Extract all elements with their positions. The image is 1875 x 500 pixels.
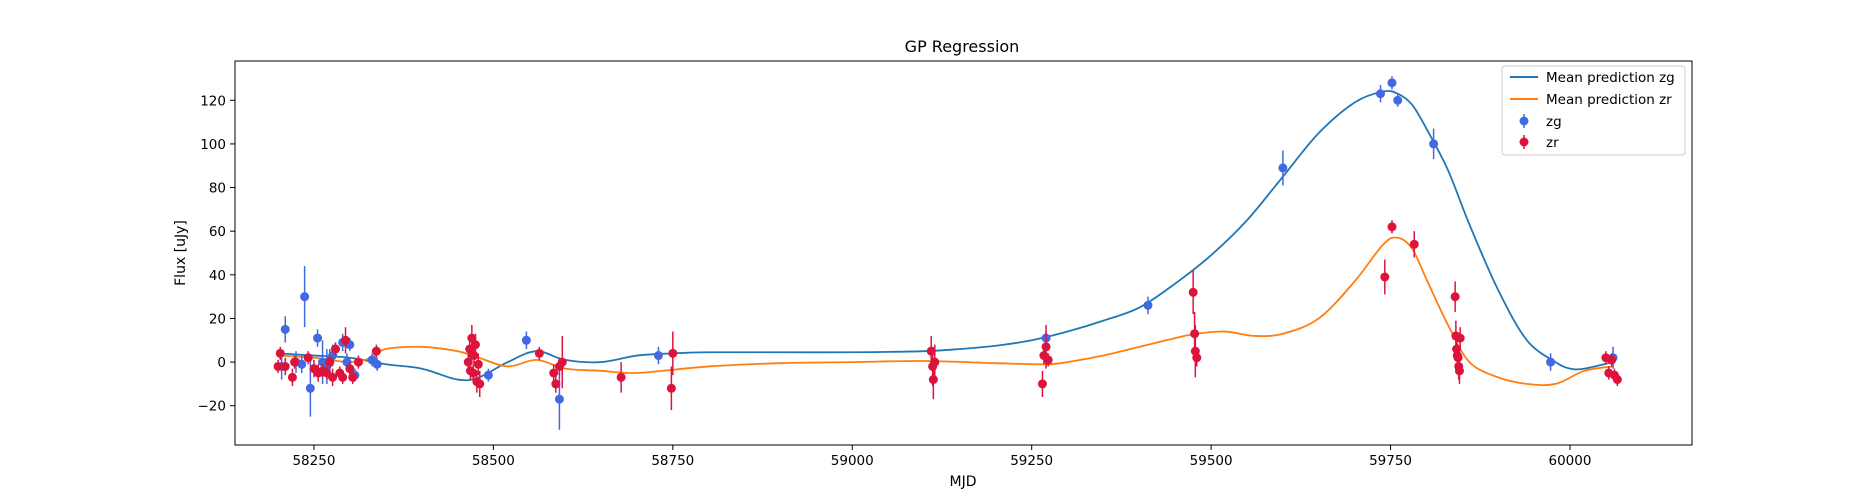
x-tick-label: 59750: [1369, 453, 1412, 469]
data-point-zg: [653, 351, 663, 361]
data-point-zr: [1043, 355, 1053, 365]
data-point-zr: [557, 357, 567, 367]
data-point-zg: [521, 335, 531, 345]
data-point-zg: [1393, 95, 1403, 105]
legend-frame: [1501, 65, 1686, 156]
x-tick-label: 59250: [1010, 453, 1053, 469]
x-tick-label: 58750: [651, 453, 694, 469]
data-point-zr: [338, 372, 348, 382]
x-tick-label: 58250: [292, 453, 335, 469]
data-point-zr: [469, 351, 479, 361]
data-point-zr: [1192, 353, 1202, 363]
data-point-zg: [1546, 357, 1556, 367]
y-tick-label: 120: [200, 93, 226, 109]
x-tick-label: 58500: [472, 453, 515, 469]
data-point-zg: [297, 359, 307, 369]
data-point-zr: [1380, 272, 1390, 282]
legend: Mean prediction zg Mean prediction zr zg…: [1501, 65, 1686, 156]
data-point-zr: [341, 335, 351, 345]
data-point-zr: [1387, 222, 1397, 232]
x-tick-label: 59000: [831, 453, 874, 469]
y-tick-label: 0: [217, 355, 226, 371]
data-point-zr: [930, 357, 940, 367]
data-point-zr: [1450, 292, 1460, 302]
data-point-zr: [275, 348, 285, 358]
data-point-zr: [1188, 287, 1198, 297]
legend-label-zr: zr: [1546, 135, 1559, 151]
data-point-zg: [372, 359, 382, 369]
data-point-zr: [273, 361, 283, 371]
y-tick-label: 40: [209, 268, 226, 284]
data-point-zg: [280, 324, 290, 334]
y-axis-label: Flux [uJy]: [173, 220, 189, 286]
data-point-zr: [325, 357, 335, 367]
data-point-zr: [473, 359, 483, 369]
data-point-zg: [554, 394, 564, 404]
y-tick-label: 80: [209, 181, 226, 197]
data-point-zr: [1041, 342, 1051, 352]
data-point-zr: [290, 357, 300, 367]
y-axis: −20 0 20 40 60 80 100 120: [198, 93, 235, 415]
data-point-zg: [313, 333, 323, 343]
data-point-zr: [1612, 375, 1622, 385]
data-point-zr: [616, 372, 626, 382]
legend-label-zr-line: Mean prediction zr: [1546, 92, 1672, 108]
data-point-zr: [330, 344, 340, 354]
data-point-zg: [300, 292, 310, 302]
data-point-zr: [353, 357, 363, 367]
data-point-zg: [1143, 300, 1153, 310]
data-point-zg: [1376, 89, 1386, 99]
chart-title: GP Regression: [905, 37, 1020, 56]
data-point-zr: [303, 353, 313, 363]
data-point-zr: [371, 346, 381, 356]
data-point-zr: [668, 348, 678, 358]
data-point-zr: [666, 383, 676, 393]
data-point-zg: [1387, 78, 1397, 88]
data-point-zr: [1454, 366, 1464, 376]
legend-label-zg-line: Mean prediction zg: [1546, 70, 1675, 86]
legend-label-zg: zg: [1546, 114, 1562, 130]
data-point-zg: [1429, 139, 1439, 149]
legend-marker-zg: [1519, 116, 1529, 126]
data-point-zr: [551, 379, 561, 389]
plot-area-frame: [234, 60, 1693, 446]
data-point-zr: [280, 361, 290, 371]
y-tick-label: 20: [209, 311, 226, 327]
data-point-zr: [468, 368, 478, 378]
x-axis-label: MJD: [950, 474, 977, 490]
data-point-zr: [1455, 333, 1465, 343]
y-tick-label: −20: [198, 399, 227, 415]
data-point-zg: [483, 370, 493, 380]
x-axis: 58250 58500 58750 59000 59250 59500 59750 60000: [292, 445, 1591, 469]
data-point-zr: [1037, 379, 1047, 389]
data-point-zr: [328, 372, 338, 382]
y-tick-label: 60: [209, 224, 226, 240]
data-point-zr: [534, 348, 544, 358]
x-tick-label: 60000: [1549, 453, 1592, 469]
data-point-zr: [287, 372, 297, 382]
data-point-zg: [1278, 163, 1288, 173]
y-tick-label: 100: [200, 137, 226, 153]
data-point-zr: [470, 340, 480, 350]
data-point-zr: [1607, 355, 1617, 365]
data-point-zr: [1409, 239, 1419, 249]
data-point-zr: [926, 346, 936, 356]
legend-marker-zr: [1519, 137, 1529, 147]
data-point-zr: [928, 375, 938, 385]
data-point-zr: [348, 372, 358, 382]
x-tick-label: 59500: [1190, 453, 1233, 469]
data-point-zr: [475, 379, 485, 389]
data-point-zg: [305, 383, 315, 393]
